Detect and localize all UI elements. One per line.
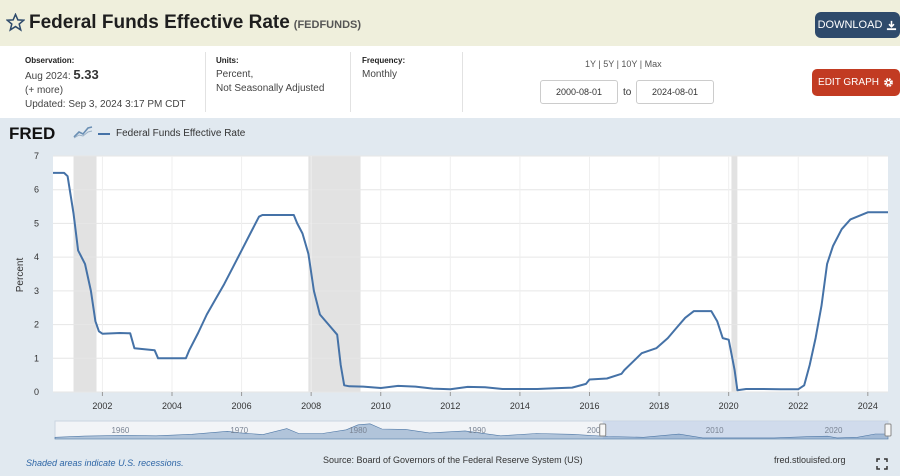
source-url[interactable]: fred.stlouisfed.org — [774, 455, 846, 465]
end-date-input[interactable]: 2024-08-01 — [636, 80, 714, 104]
edit-graph-label: EDIT GRAPH — [818, 77, 879, 88]
range-5y[interactable]: 5Y — [603, 59, 615, 69]
star-icon[interactable] — [6, 13, 25, 32]
frequency-value: Monthly — [362, 69, 398, 80]
recession-note: Shaded areas indicate U.S. recessions. — [26, 458, 184, 468]
observation-label: Observation: — [25, 56, 75, 65]
chart-legend: Federal Funds Effective Rate — [98, 128, 245, 139]
units-column: Units: Percent, Not Seasonally Adjusted — [216, 54, 324, 96]
legend-label: Federal Funds Effective Rate — [116, 128, 246, 139]
divider — [205, 52, 206, 112]
divider — [462, 52, 463, 112]
series-code: (FEDFUNDS) — [293, 19, 362, 31]
units-label: Units: — [216, 56, 239, 65]
range-max[interactable]: Max — [644, 59, 662, 69]
gear-icon — [884, 78, 893, 87]
download-button[interactable]: DOWNLOAD — [815, 12, 900, 38]
start-date-input[interactable]: 2000-08-01 — [540, 80, 618, 104]
title-text: Federal Funds Effective Rate — [29, 12, 290, 33]
fred-logo: FRED — [9, 124, 56, 143]
download-label: DOWNLOAD — [817, 19, 883, 31]
to-label: to — [623, 87, 632, 98]
range-10y[interactable]: 10Y — [621, 59, 638, 69]
legend-swatch — [98, 132, 110, 135]
frequency-label: Frequency: — [362, 56, 406, 65]
updated-text: Updated: Sep 3, 2024 3:17 PM CDT — [25, 99, 186, 110]
frequency-column: Frequency: Monthly — [362, 54, 405, 82]
fullscreen-icon[interactable] — [876, 458, 888, 470]
header-bar: Federal Funds Effective Rate (FEDFUNDS) D… — [0, 0, 900, 46]
series-metadata: Observation: Aug 2024: 5.33 (+ more) Upd… — [0, 46, 900, 118]
divider — [350, 52, 351, 112]
page-title: Federal Funds Effective Rate (FEDFUNDS) — [29, 12, 361, 34]
observation-date: Aug 2024: — [25, 71, 71, 82]
download-icon — [887, 20, 897, 30]
range-selector: 1Y | 5Y | 10Y | Max — [585, 59, 662, 69]
source-text: Source: Board of Governors of the Federa… — [323, 455, 583, 465]
chart-area — [0, 118, 900, 476]
units-line1: Percent, — [216, 69, 254, 80]
observation-column: Observation: Aug 2024: 5.33 (+ more) Upd… — [25, 54, 186, 112]
more-link[interactable]: (+ more) — [25, 85, 64, 96]
units-line2: Not Seasonally Adjusted — [216, 83, 325, 94]
range-1y[interactable]: 1Y — [585, 59, 596, 69]
edit-graph-button[interactable]: EDIT GRAPH — [812, 69, 900, 96]
fred-logo-graph-icon — [73, 126, 93, 139]
observation-value: 5.33 — [73, 67, 99, 82]
